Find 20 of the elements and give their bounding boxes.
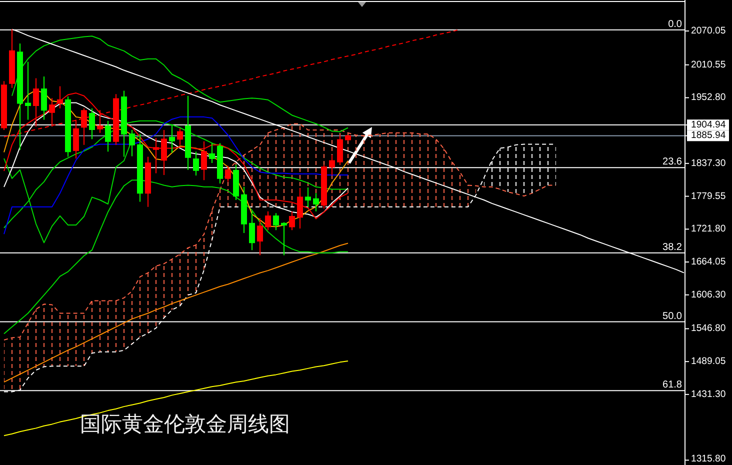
annotation: 50.0 [662,310,682,322]
annotation: 61.8 [662,380,682,391]
y-tick-label: 1431.30 [691,388,726,400]
y-tick-label: 1779.55 [691,190,726,202]
y-tick-label: 1315.80 [691,454,726,464]
text: 国际黄金伦敦金周线图 [80,412,290,436]
y-tick-label: 1546.80 [691,323,726,334]
y-tick-label: 1489.05 [691,356,726,368]
annotation: 38.2 [662,242,682,253]
y-tick-label: 1837.30 [691,158,726,169]
annotation: 0.0 [668,18,682,30]
y-tick-label: 1606.30 [691,289,726,300]
y-tick-label: 1664.05 [691,256,726,268]
annotation: 23.6 [662,156,682,168]
y-tick-label: 2070.05 [691,25,726,36]
y-tick-label: 1904.94 [691,119,726,130]
y-tick-label: 2010.55 [691,59,726,70]
y-tick-label: 1885.94 [691,130,726,142]
y-tick-label: 1952.80 [691,92,726,104]
y-tick-label: 1721.80 [691,224,726,235]
